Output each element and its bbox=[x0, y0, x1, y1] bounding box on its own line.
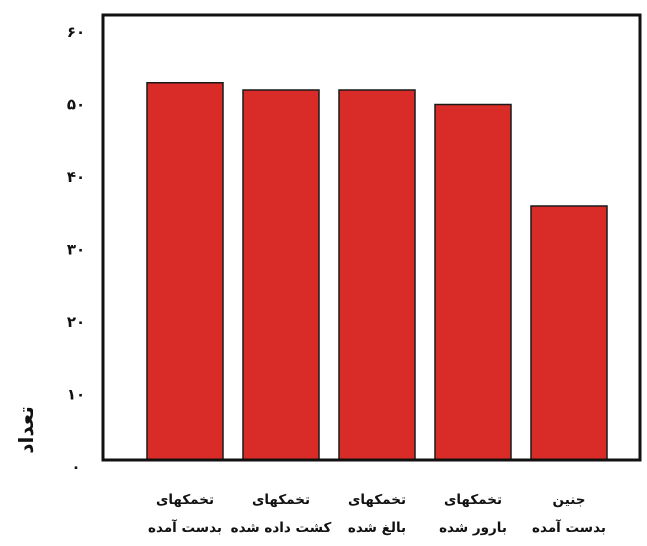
y-tick-label-60: ۶٠ bbox=[67, 23, 85, 41]
x-axis-category-labels: تخمکهای بدست آمده تخمکهای کشت داده شده تخمکه… bbox=[148, 492, 606, 536]
bar-4 bbox=[434, 103, 512, 461]
category-label-3-line-2: بالغ شده bbox=[348, 520, 406, 536]
category-label-4-line-1: تخمکهای bbox=[444, 492, 502, 508]
y-tick-label-20: ٢٠ bbox=[67, 313, 85, 331]
y-tick-label-10: ١٠ bbox=[67, 386, 85, 404]
category-label-3-line-1: تخمکهای bbox=[348, 492, 406, 508]
y-axis-label: تعداد bbox=[14, 406, 38, 453]
category-label-2-line-2: کشت داده شده bbox=[231, 520, 332, 536]
category-label-5-line-1: جنین bbox=[553, 492, 586, 508]
category-label-4-line-2: بارور شده bbox=[439, 520, 507, 536]
bar-3 bbox=[338, 89, 416, 461]
category-label-2-line-1: تخمکهای bbox=[252, 492, 310, 508]
y-axis-ticks: ٠ ١٠ ٢٠ ٣٠ ۴٠ ۵٠ ۶٠ bbox=[67, 23, 85, 476]
y-tick-label-30: ٣٠ bbox=[67, 241, 85, 259]
category-label-1-line-2: بدست آمده bbox=[148, 519, 222, 536]
bar-5 bbox=[530, 205, 608, 461]
plot-frame bbox=[101, 13, 642, 462]
bar-2 bbox=[242, 89, 320, 461]
bars-group bbox=[146, 82, 608, 461]
bar-1 bbox=[146, 82, 224, 461]
y-tick-label-40: ۴٠ bbox=[67, 168, 85, 186]
category-label-1-line-1: تخمکهای bbox=[156, 492, 214, 508]
y-tick-label-0: ٠ bbox=[71, 458, 80, 476]
y-tick-label-50: ۵٠ bbox=[67, 96, 85, 114]
category-label-5-line-2: بدست آمده bbox=[532, 519, 606, 536]
